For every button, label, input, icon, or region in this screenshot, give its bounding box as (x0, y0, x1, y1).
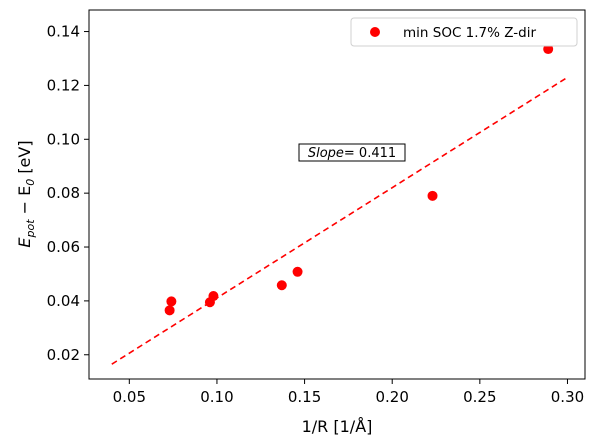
data-points-layer (164, 44, 554, 316)
data-point (276, 280, 287, 291)
x-tick-label: 0.30 (551, 388, 584, 406)
y-tick-label: 0.10 (47, 130, 80, 148)
y-axis-ticks: 0.02 0.04 0.06 0.08 0.10 0.12 0.14 (47, 23, 89, 364)
y-tick-label: 0.08 (47, 184, 80, 202)
data-point (292, 266, 303, 277)
x-tick-label: 0.25 (463, 388, 496, 406)
x-tick-label: 0.20 (376, 388, 409, 406)
x-tick-label: 0.15 (288, 388, 321, 406)
slope-annotation-text: Slope= 0.411 (308, 146, 396, 161)
x-axis-ticks: 0.05 0.10 0.15 0.20 0.25 0.30 (113, 379, 584, 406)
data-point (543, 44, 554, 55)
y-axis-label: Epot − E0 [eV] (15, 140, 37, 247)
y-tick-label: 0.06 (47, 238, 80, 256)
data-point (166, 296, 177, 307)
slope-annotation: Slope= 0.411 (298, 143, 406, 162)
legend: min SOC 1.7% Z-dir (350, 17, 578, 47)
data-point (427, 190, 438, 201)
data-point (164, 305, 175, 316)
legend-box (350, 17, 578, 47)
data-point (208, 291, 219, 302)
x-tick-label: 0.05 (113, 388, 146, 406)
x-axis-label: 1/R [1/Å] (302, 417, 373, 436)
y-tick-label: 0.02 (47, 346, 80, 364)
plot-area (89, 10, 585, 379)
legend-marker (370, 27, 380, 37)
legend-entry-label: min SOC 1.7% Z-dir (403, 25, 536, 41)
y-tick-label: 0.04 (47, 292, 80, 310)
x-tick-label: 0.10 (200, 388, 233, 406)
slope-annotation-box (298, 143, 406, 162)
plot-frame (88, 9, 586, 380)
y-tick-label: 0.14 (47, 23, 80, 41)
y-tick-label: 0.12 (47, 76, 80, 94)
